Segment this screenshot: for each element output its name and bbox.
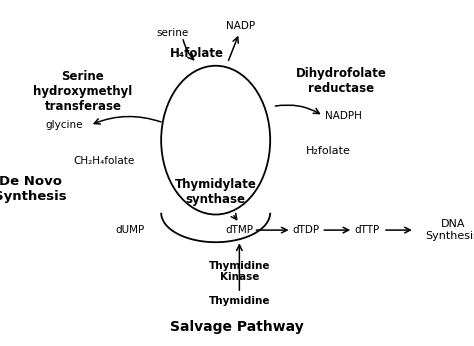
Text: Thymidine
Kinase: Thymidine Kinase: [209, 261, 270, 282]
Text: NADP: NADP: [226, 21, 255, 31]
Text: H₂folate: H₂folate: [306, 146, 351, 155]
Text: dTMP: dTMP: [225, 225, 254, 235]
Text: glycine: glycine: [46, 120, 83, 129]
Text: serine: serine: [157, 28, 189, 38]
Text: Dihydrofolate
reductase: Dihydrofolate reductase: [296, 67, 387, 95]
Text: dTDP: dTDP: [292, 225, 319, 235]
Text: De Novo
Synthesis: De Novo Synthesis: [0, 175, 67, 202]
Text: Serine
hydroxymethyl
transferase: Serine hydroxymethyl transferase: [33, 70, 133, 113]
Text: dTTP: dTTP: [355, 225, 380, 235]
Text: Thymidine: Thymidine: [209, 296, 270, 306]
Text: Thymidylate
synthase: Thymidylate synthase: [175, 178, 256, 206]
Text: CH₂H₄folate: CH₂H₄folate: [73, 156, 135, 166]
Text: Salvage Pathway: Salvage Pathway: [170, 320, 304, 334]
Text: DNA
Synthesis: DNA Synthesis: [426, 219, 474, 241]
Text: NADPH: NADPH: [325, 111, 362, 121]
Text: H₄folate: H₄folate: [170, 47, 224, 60]
Text: dUMP: dUMP: [116, 225, 145, 235]
